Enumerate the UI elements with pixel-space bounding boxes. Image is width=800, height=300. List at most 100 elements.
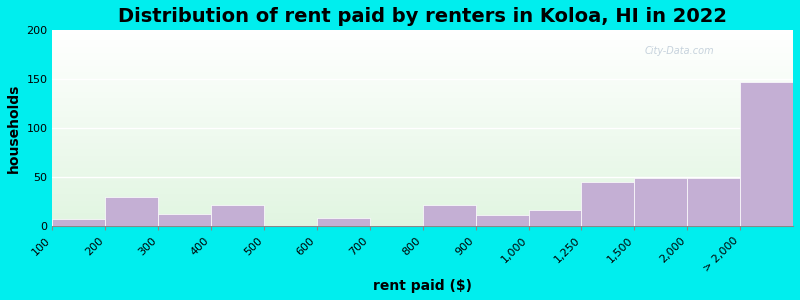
Bar xyxy=(53,105,793,106)
Bar xyxy=(53,65,793,67)
Bar xyxy=(53,168,793,169)
Bar xyxy=(53,32,793,33)
Bar xyxy=(53,162,793,164)
Bar xyxy=(53,100,793,101)
Bar xyxy=(53,182,793,183)
Bar xyxy=(53,191,793,192)
Bar xyxy=(53,160,793,161)
Bar xyxy=(582,182,634,226)
Bar xyxy=(53,113,793,114)
Bar xyxy=(53,148,793,149)
Bar xyxy=(53,35,793,36)
Bar xyxy=(53,142,793,143)
Bar xyxy=(53,164,793,165)
Bar xyxy=(53,184,793,185)
Bar xyxy=(53,98,793,99)
Bar xyxy=(53,78,793,79)
Bar xyxy=(53,109,793,110)
Bar xyxy=(53,193,793,194)
Bar xyxy=(53,33,793,34)
Bar xyxy=(53,186,793,187)
Bar xyxy=(53,139,793,140)
Bar xyxy=(53,76,793,77)
Bar xyxy=(53,165,793,166)
Bar xyxy=(529,210,582,226)
Bar xyxy=(53,118,793,119)
Bar xyxy=(53,154,793,156)
Bar xyxy=(317,218,370,226)
Bar xyxy=(53,125,793,126)
Bar xyxy=(53,127,793,128)
Bar xyxy=(53,89,793,90)
Bar xyxy=(53,150,793,151)
Bar xyxy=(53,58,793,59)
Bar xyxy=(53,30,793,31)
Bar xyxy=(53,102,793,103)
Bar xyxy=(53,46,793,47)
Bar xyxy=(53,103,793,104)
Bar xyxy=(53,40,793,41)
Bar xyxy=(53,31,793,32)
Bar xyxy=(53,41,793,42)
Bar xyxy=(53,202,793,203)
Bar xyxy=(53,43,793,44)
Bar xyxy=(53,143,793,144)
Bar xyxy=(53,147,793,148)
Bar xyxy=(53,180,793,181)
Bar xyxy=(53,222,793,223)
Bar xyxy=(53,119,793,120)
Bar xyxy=(53,48,793,49)
Bar xyxy=(53,152,793,153)
Bar xyxy=(53,218,793,219)
Bar xyxy=(53,192,793,193)
Bar xyxy=(53,126,793,127)
Bar xyxy=(53,203,793,205)
Bar xyxy=(53,82,793,83)
Bar xyxy=(53,144,793,145)
Bar xyxy=(53,196,793,197)
Bar xyxy=(53,36,793,37)
Bar xyxy=(53,57,793,58)
Bar xyxy=(53,141,793,142)
Bar xyxy=(53,213,793,214)
Bar xyxy=(53,197,793,198)
Bar xyxy=(53,130,793,131)
X-axis label: rent paid ($): rent paid ($) xyxy=(374,279,472,293)
Bar xyxy=(53,174,793,175)
Bar xyxy=(53,81,793,82)
Bar xyxy=(53,138,793,139)
Bar xyxy=(53,210,793,211)
Bar xyxy=(53,96,793,97)
Bar xyxy=(53,129,793,130)
Bar xyxy=(53,74,793,75)
Bar xyxy=(53,108,793,109)
Bar xyxy=(53,153,793,154)
Bar xyxy=(53,88,793,89)
Bar xyxy=(53,198,793,199)
Bar xyxy=(53,181,793,182)
Bar xyxy=(53,140,793,141)
Bar xyxy=(53,128,793,129)
Title: Distribution of rent paid by renters in Koloa, HI in 2022: Distribution of rent paid by renters in … xyxy=(118,7,727,26)
Bar xyxy=(53,205,793,206)
Bar xyxy=(53,161,793,162)
Bar xyxy=(53,171,793,172)
Bar xyxy=(53,201,793,202)
Bar xyxy=(53,38,793,39)
Text: City-Data.com: City-Data.com xyxy=(645,46,714,56)
Bar xyxy=(53,172,793,173)
Bar xyxy=(53,131,793,132)
Bar xyxy=(53,207,793,208)
Bar xyxy=(53,223,793,224)
Bar xyxy=(53,135,793,136)
Bar xyxy=(53,99,793,100)
Bar xyxy=(158,214,211,226)
Bar xyxy=(53,183,793,184)
Bar xyxy=(53,110,793,112)
Bar xyxy=(53,92,793,93)
Bar xyxy=(53,55,793,56)
Bar xyxy=(53,72,793,73)
Bar xyxy=(53,158,793,160)
Bar xyxy=(53,169,793,170)
Bar xyxy=(53,225,793,226)
